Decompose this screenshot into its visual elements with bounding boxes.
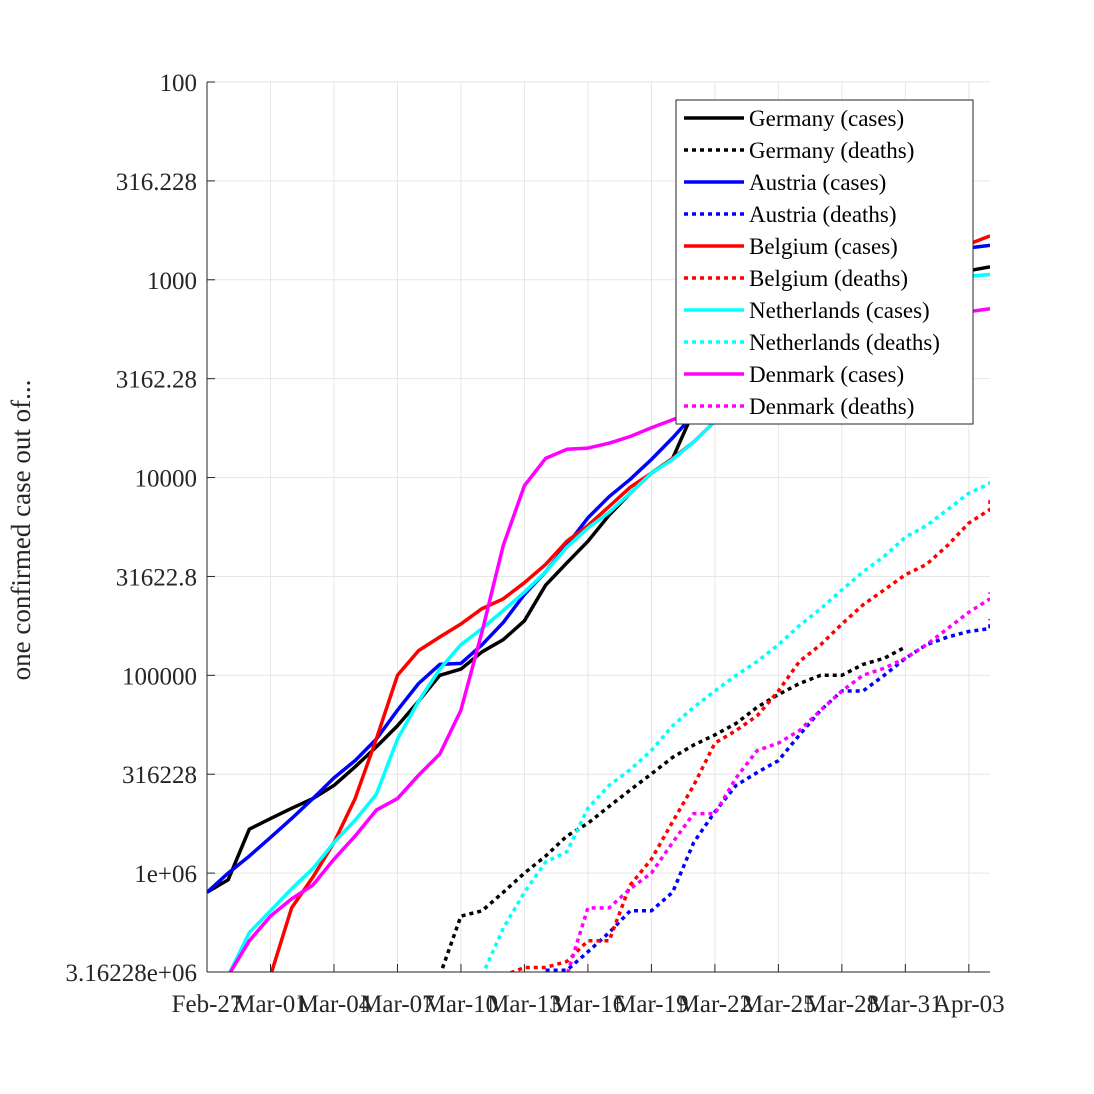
y-tick-label: 100	[160, 70, 198, 97]
x-tick-label: Mar-13	[487, 991, 561, 1018]
y-axis-label: one confirmed case out of...	[6, 380, 36, 681]
x-tick-label: Mar-31	[868, 991, 942, 1018]
y-tick-label: 316228	[122, 762, 197, 789]
axes	[206, 81, 990, 973]
legend-entry: Netherlands (deaths)	[749, 330, 940, 355]
x-tick-label: Mar-22	[678, 991, 752, 1018]
x-tick-label: Mar-10	[424, 991, 498, 1018]
x-tick-label: Apr-03	[933, 991, 1005, 1018]
y-tick-label: 316.228	[116, 169, 197, 196]
y-tick-label: 31622.8	[116, 564, 197, 591]
legend-entry: Germany (cases)	[749, 106, 904, 131]
series-line-austria-deaths	[545, 619, 990, 972]
legend-entry: Belgium (deaths)	[749, 266, 908, 291]
legend-entry: Netherlands (cases)	[749, 298, 930, 323]
x-tick-label: Feb-27	[172, 991, 243, 1018]
series-line-denmark-deaths	[566, 592, 990, 972]
legend-entry: Belgium (cases)	[749, 234, 898, 259]
x-tick-label: Mar-04	[297, 991, 372, 1018]
y-tick-label: 1000	[147, 268, 197, 295]
x-tick-label: Mar-25	[741, 991, 815, 1018]
x-tick-label: Mar-19	[614, 991, 688, 1018]
series-line-germany-deaths	[439, 645, 907, 972]
legend-entry: Austria (cases)	[749, 170, 886, 195]
y-tick-label: 3.16228e+06	[66, 960, 197, 987]
legend-entry: Austria (deaths)	[749, 202, 897, 227]
x-tick-label: Mar-16	[551, 991, 625, 1018]
y-tick-label: 3162.28	[116, 367, 197, 394]
legend-entry: Denmark (deaths)	[749, 394, 914, 419]
legend-entry: Denmark (cases)	[749, 362, 904, 387]
x-tick-label: Mar-07	[360, 991, 434, 1018]
legend: Germany (cases) Germany (deaths) Austria (…	[675, 99, 974, 425]
x-tick-label: Mar-28	[805, 991, 879, 1018]
legend-box	[675, 99, 974, 425]
y-tick-label: 100000	[122, 663, 197, 690]
legend-entry: Germany (deaths)	[749, 138, 914, 163]
tick-labels: 100 316.228 1000 3162.28 10000 31622.8 100000 3…	[66, 70, 1005, 1018]
series-line-netherlands-deaths	[481, 477, 990, 972]
y-tick-label: 10000	[135, 466, 198, 493]
series-line-belgium-deaths	[507, 500, 990, 972]
x-tick-label: Mar-01	[233, 991, 307, 1018]
y-tick-label: 1e+06	[134, 861, 197, 888]
